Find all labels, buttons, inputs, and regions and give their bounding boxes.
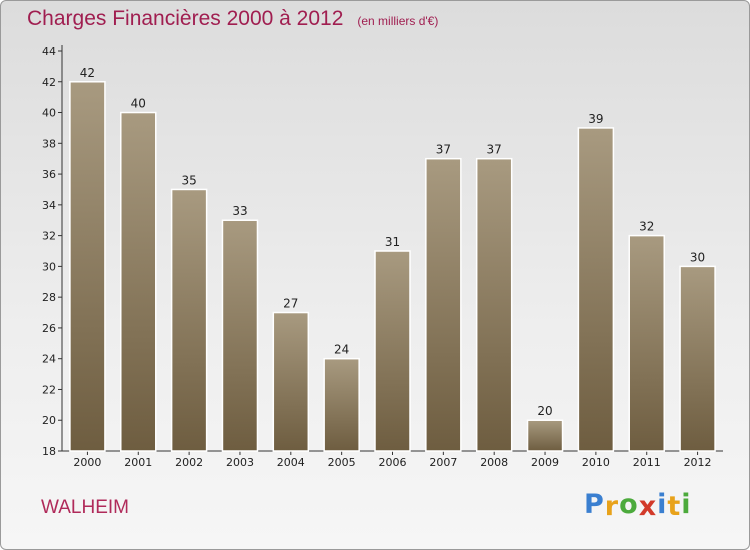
bar-2005 [323, 357, 360, 452]
bar-2007 [425, 157, 462, 452]
bar-2006 [374, 250, 411, 452]
logo-letter: i [657, 489, 668, 520]
y-tick-label: 38 [42, 137, 56, 150]
x-tick-label: 2001 [124, 456, 152, 469]
chart-title: Charges Financières 2000 à 2012 (en milli… [27, 7, 438, 31]
bar-2003 [221, 219, 259, 452]
data-label: 30 [690, 250, 705, 264]
y-tick-label: 40 [42, 107, 56, 120]
y-tick-label: 36 [42, 168, 56, 181]
labels: 2000 42 2001 40 2002 35 2003 33 2004 27 2005 24 2006… [73, 66, 711, 469]
logo-letter: r [604, 491, 620, 522]
x-tick-label: 2005 [328, 456, 356, 469]
chart-title-text: Charges Financières 2000 à 2012 [27, 7, 344, 30]
x-tick-label: 2008 [480, 456, 508, 469]
logo-letter: o [619, 489, 639, 520]
bars [69, 81, 716, 452]
data-label: 39 [588, 112, 603, 126]
y-tick-label: 24 [42, 353, 56, 366]
chart-unit: (en milliers d'€) [357, 14, 439, 28]
data-label: 27 [283, 297, 298, 311]
logo-letter: i [681, 489, 692, 520]
data-label: 37 [487, 143, 502, 157]
x-tick-label: 2012 [684, 456, 712, 469]
x-tick-label: 2004 [277, 456, 305, 469]
y-tick-label: 42 [42, 76, 56, 89]
x-tick-label: 2000 [73, 456, 101, 469]
y-tick-label: 32 [42, 230, 56, 243]
logo-letter: x [638, 491, 658, 522]
bar-2009 [526, 419, 564, 452]
data-label: 24 [334, 343, 349, 357]
logo-letter: P [584, 489, 605, 520]
bar-2008 [475, 157, 513, 452]
data-label: 42 [80, 66, 95, 80]
y-tick-label: 20 [42, 414, 56, 427]
x-tick-label: 2003 [226, 456, 254, 469]
y-tick-label: 34 [42, 199, 56, 212]
y-tick-label: 18 [42, 445, 56, 458]
data-label: 40 [131, 97, 146, 111]
data-label: 37 [436, 143, 451, 157]
x-tick-label: 2007 [429, 456, 457, 469]
bar-2000 [69, 81, 106, 452]
data-label: 32 [639, 220, 654, 234]
data-label: 33 [232, 204, 247, 218]
commune-name: WALHEIM [41, 497, 129, 518]
x-tick-label: 2010 [582, 456, 610, 469]
y-tick-label: 44 [42, 45, 56, 58]
x-tick-label: 2011 [633, 456, 661, 469]
y-tick-label: 28 [42, 291, 56, 304]
data-label: 35 [181, 173, 196, 187]
bar-2001 [120, 111, 157, 452]
y-tick-label: 26 [42, 322, 56, 335]
data-label: 31 [385, 235, 400, 249]
data-label: 20 [537, 404, 552, 418]
bar-2002 [170, 188, 208, 452]
y-tick-label: 30 [42, 260, 56, 273]
bar-2011 [628, 234, 665, 452]
proxiti-logo: Proxiti [584, 489, 692, 523]
y-tick-label: 22 [42, 383, 56, 396]
x-tick-label: 2006 [379, 456, 407, 469]
x-tick-label: 2002 [175, 456, 203, 469]
bar-2010 [577, 127, 615, 452]
bar-2004 [272, 311, 310, 452]
logo-letter: t [667, 491, 682, 522]
x-tick-label: 2009 [531, 456, 559, 469]
bar-2012 [679, 265, 716, 452]
